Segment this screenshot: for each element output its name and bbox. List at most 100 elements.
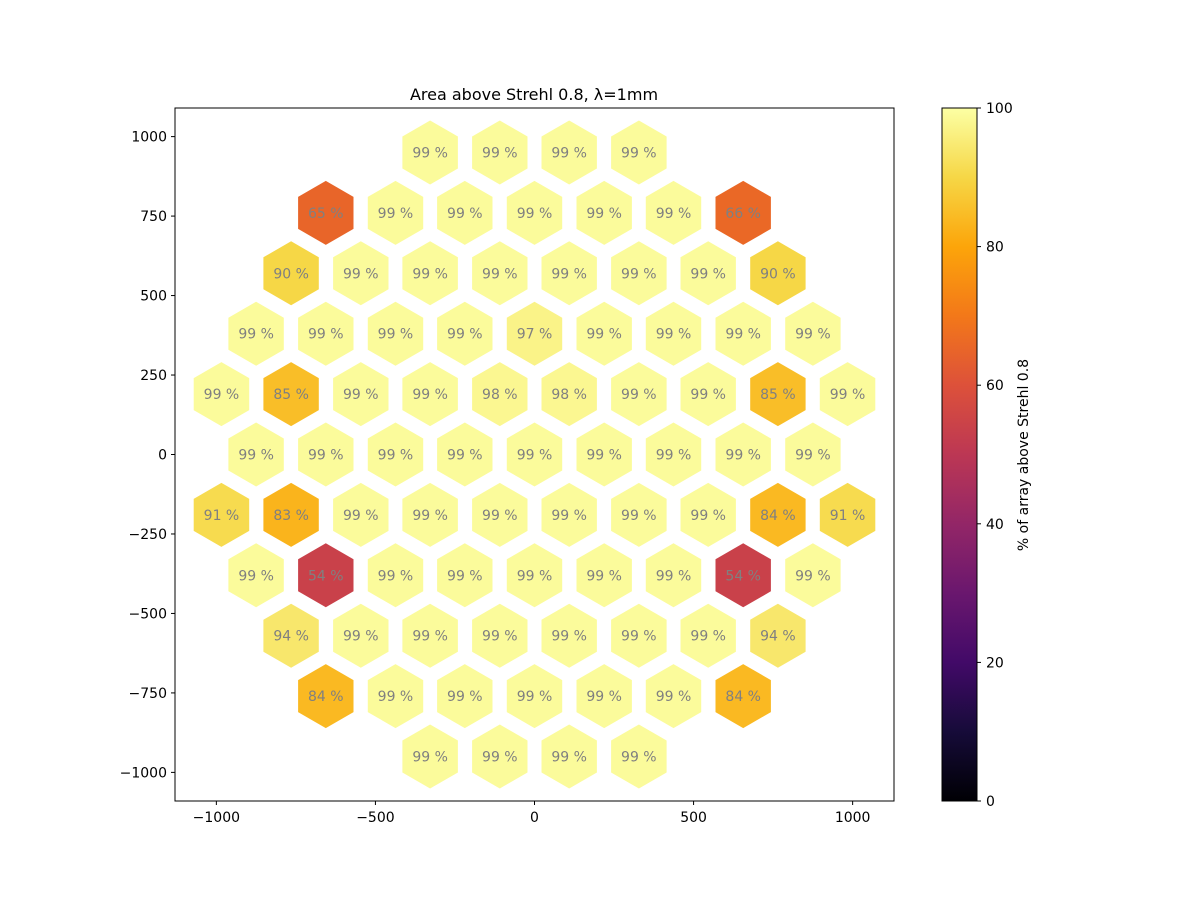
hex-value-label: 99 %	[447, 206, 483, 222]
hex-segment	[750, 241, 806, 306]
hex-value-label: 99 %	[725, 448, 761, 464]
colorbar-tick-label: 100	[986, 101, 1013, 117]
hex-value-label: 99 %	[482, 146, 518, 162]
hex-segment	[472, 241, 528, 306]
hex-value-label: 99 %	[378, 206, 414, 222]
hex-segment	[402, 120, 458, 185]
hex-value-label: 99 %	[412, 749, 448, 765]
hex-segment	[541, 120, 597, 185]
hex-segment	[437, 301, 493, 366]
hex-segment	[541, 603, 597, 668]
hex-segment	[680, 362, 736, 427]
y-tick-label: 500	[140, 289, 167, 305]
hex-value-label: 99 %	[482, 508, 518, 524]
x-tick-label: −500	[356, 810, 394, 826]
hex-value-label: 94 %	[273, 629, 309, 645]
hex-value-label: 99 %	[551, 629, 587, 645]
hex-segment	[750, 362, 806, 427]
hex-value-label: 99 %	[482, 266, 518, 282]
hex-value-label: 90 %	[760, 266, 796, 282]
hex-segment	[680, 603, 736, 668]
hex-value-label: 54 %	[725, 568, 761, 584]
colorbar-label: % of array above Strehl 0.8	[1016, 359, 1032, 551]
hex-segment	[611, 120, 667, 185]
hex-segment	[715, 664, 771, 729]
hex-segment	[576, 180, 632, 245]
hex-segment	[541, 241, 597, 306]
hex-segment	[263, 603, 319, 668]
hex-value-label: 99 %	[412, 508, 448, 524]
hex-value-label: 85 %	[760, 387, 796, 403]
hex-value-label: 99 %	[308, 327, 344, 343]
hex-value-label: 99 %	[656, 568, 692, 584]
hex-value-label: 99 %	[412, 629, 448, 645]
hex-value-label: 84 %	[725, 689, 761, 705]
hex-segment	[333, 482, 389, 547]
hex-value-label: 99 %	[378, 568, 414, 584]
hex-value-label: 99 %	[551, 749, 587, 765]
hex-segment	[367, 301, 424, 366]
hex-segment	[472, 482, 528, 547]
hex-segment	[437, 664, 493, 729]
colorbar-tick-label: 80	[986, 240, 1004, 256]
hex-segment	[645, 543, 702, 608]
hex-segment	[298, 664, 354, 729]
hex-value-label: 99 %	[621, 749, 657, 765]
colorbar-tick-label: 0	[986, 794, 995, 810]
y-tick-label: −750	[129, 686, 167, 702]
y-tick-label: −1000	[120, 765, 167, 781]
hex-value-label: 99 %	[586, 689, 622, 705]
hex-value-label: 66 %	[725, 206, 761, 222]
hex-segment	[541, 724, 597, 789]
hex-segment	[576, 422, 632, 487]
colorbar-gradient	[941, 107, 978, 802]
hex-segment	[367, 664, 424, 729]
hex-segment	[611, 724, 667, 789]
hex-segment	[506, 180, 563, 245]
hex-value-label: 99 %	[517, 689, 553, 705]
hex-value-label: 99 %	[621, 387, 657, 403]
hex-segment	[715, 543, 771, 608]
hex-segment	[715, 180, 771, 245]
hex-value-label: 99 %	[343, 629, 379, 645]
hex-value-label: 98 %	[482, 387, 518, 403]
hex-value-label: 84 %	[308, 689, 344, 705]
hex-value-label: 90 %	[273, 266, 309, 282]
hex-segment	[576, 543, 632, 608]
hex-value-label: 91 %	[830, 508, 866, 524]
hex-value-label: 99 %	[343, 508, 379, 524]
hex-segment	[576, 664, 632, 729]
y-tick-label: 1000	[131, 130, 167, 146]
colorbar-tick-label: 60	[986, 378, 1004, 394]
hex-value-label: 98 %	[551, 387, 587, 403]
y-tick-label: 750	[140, 209, 167, 225]
hex-segment	[715, 422, 771, 487]
hex-segment	[785, 301, 841, 366]
hex-value-label: 99 %	[551, 508, 587, 524]
hex-segment	[193, 482, 250, 547]
hex-segment	[506, 543, 563, 608]
hex-value-label: 84 %	[760, 508, 796, 524]
hex-segment	[611, 362, 667, 427]
hex-segment	[541, 362, 597, 427]
hex-segment	[680, 241, 736, 306]
x-tick-label: 0	[530, 810, 539, 826]
hex-segment	[645, 180, 702, 245]
hex-value-label: 99 %	[690, 629, 726, 645]
hex-value-label: 65 %	[308, 206, 344, 222]
hex-segment	[263, 241, 319, 306]
colorbar: 0 20 40 60 80 100 % of array above Strehl 0.8	[941, 101, 1032, 810]
hex-value-label: 99 %	[656, 448, 692, 464]
hex-value-label: 94 %	[760, 629, 796, 645]
hex-value-label: 99 %	[830, 387, 866, 403]
hex-value-label: 99 %	[482, 629, 518, 645]
hex-segment	[506, 422, 563, 487]
hex-segment	[472, 603, 528, 668]
hex-value-label: 99 %	[412, 387, 448, 403]
hex-value-label: 99 %	[447, 568, 483, 584]
colorbar-ticks: 0 20 40 60 80 100	[977, 101, 1013, 810]
hex-value-label: 85 %	[273, 387, 309, 403]
hex-segment	[472, 724, 528, 789]
y-axis: 1000 750 500 250 0 −250 −500 −750 −1000	[120, 130, 175, 781]
hex-segment	[645, 422, 702, 487]
